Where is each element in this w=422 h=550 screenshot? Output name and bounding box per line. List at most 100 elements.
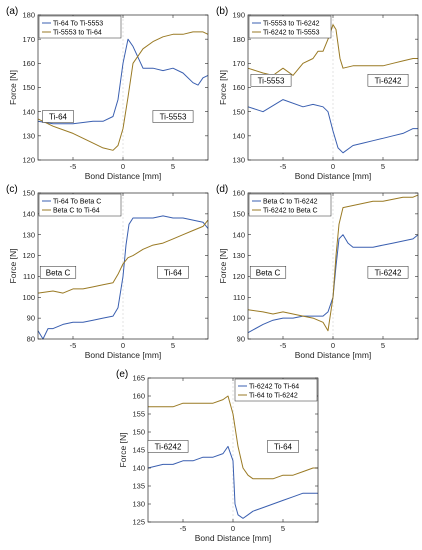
panel-2: (b) 130 140 150 160 170 180 190 -5 0 5 Bond Distanc… xyxy=(216,6,419,181)
legend-entry: Ti-6242 to Beta C xyxy=(263,207,318,214)
y-axis-label: Force [N] xyxy=(118,433,128,468)
y-tick-label: 125 xyxy=(132,518,145,527)
y-tick-label: 100 xyxy=(232,314,245,323)
y-tick-label: 140 xyxy=(232,131,245,140)
x-tick-label: 5 xyxy=(381,341,385,350)
y-axis-label: Force [N] xyxy=(8,70,18,105)
y-tick-label: 130 xyxy=(232,251,245,260)
panel-label: (a) xyxy=(6,6,18,17)
material-label-box xyxy=(147,440,189,453)
y-tick-label: 170 xyxy=(22,35,35,44)
x-tick-label: 0 xyxy=(331,341,335,350)
material-label-1: Beta C xyxy=(256,268,281,277)
x-tick-label: 5 xyxy=(381,162,385,171)
material-label-1: Ti-64 xyxy=(49,113,67,122)
x-axis-label: Bond Distance [mm] xyxy=(85,171,162,181)
y-tick-label: 145 xyxy=(132,446,145,455)
material-label-1: Ti-5553 xyxy=(258,76,285,85)
series-line-1 xyxy=(37,38,209,125)
series-line-1 xyxy=(147,445,318,519)
y-tick-label: 180 xyxy=(232,35,245,44)
y-axis-label: Force [N] xyxy=(218,249,228,284)
panel-label: (c) xyxy=(6,184,18,195)
legend-entry: Ti-6242 to Ti-5553 xyxy=(263,29,320,36)
y-tick-label: 80 xyxy=(27,335,35,344)
x-tick-label: 5 xyxy=(281,524,285,533)
y-tick-label: 190 xyxy=(232,11,245,20)
y-tick-label: 120 xyxy=(22,156,35,165)
y-tick-label: 120 xyxy=(22,251,35,260)
y-tick-label: 130 xyxy=(22,131,35,140)
y-tick-label: 135 xyxy=(132,482,145,491)
y-tick-label: 150 xyxy=(22,83,35,92)
y-tick-label: 110 xyxy=(23,272,35,281)
panel-label: (d) xyxy=(216,184,228,195)
y-tick-label: 100 xyxy=(22,293,35,302)
x-tick-label: -5 xyxy=(70,341,77,350)
legend-entry: Ti-5553 to Ti-64 xyxy=(53,29,102,36)
x-tick-label: 0 xyxy=(231,524,235,533)
y-tick-label: 180 xyxy=(22,11,35,20)
panel-label: (b) xyxy=(216,6,228,17)
material-label-2: Ti-64 xyxy=(164,268,182,277)
material-label-box xyxy=(249,266,287,279)
legend-entry: Ti-64 to Ti-6242 xyxy=(249,392,298,399)
legend-entry: Ti-64 To Ti-5553 xyxy=(53,20,103,27)
material-label-box xyxy=(42,110,74,123)
y-tick-label: 160 xyxy=(232,83,245,92)
y-tick-label: 130 xyxy=(232,156,245,165)
series-line-1 xyxy=(37,215,209,340)
panel-3: (c) 80 90 100 110 120 130 140 150 -5 0 5 Bond Distan… xyxy=(6,184,209,360)
panel-5: (e) 125 130 135 140 145 150 155 160 165 -5 0 5 Bond D… xyxy=(116,369,319,543)
y-tick-label: 130 xyxy=(132,500,145,509)
legend-box xyxy=(234,378,318,402)
y-tick-label: 140 xyxy=(22,107,35,116)
y-tick-label: 140 xyxy=(232,230,245,239)
y-tick-label: 160 xyxy=(232,189,245,198)
legend-box xyxy=(38,15,122,39)
y-tick-label: 110 xyxy=(233,293,245,302)
panel-label: (e) xyxy=(116,369,128,380)
x-axis-label: Bond Distance [mm] xyxy=(85,350,162,360)
y-tick-label: 155 xyxy=(132,410,145,419)
y-tick-label: 160 xyxy=(132,392,145,401)
x-tick-label: 5 xyxy=(171,162,175,171)
x-tick-label: -5 xyxy=(280,341,287,350)
material-label-1: Beta C xyxy=(46,268,71,277)
x-axis-label: Bond Distance [mm] xyxy=(295,171,372,181)
x-tick-label: 5 xyxy=(171,341,175,350)
panel-4: (d) 90 100 110 120 130 140 150 160 -5 0 5 Bond Dista… xyxy=(216,184,419,360)
material-label-box xyxy=(152,110,194,123)
material-label-1: Ti-6242 xyxy=(155,442,182,451)
series-line-2 xyxy=(148,395,318,480)
x-axis-label: Bond Distance [mm] xyxy=(195,533,272,543)
y-tick-label: 140 xyxy=(132,464,145,473)
x-tick-label: 0 xyxy=(121,162,125,171)
material-label-box xyxy=(367,74,409,87)
legend-box xyxy=(248,15,332,39)
material-label-box xyxy=(157,266,189,279)
legend-entry: Ti-64 To Beta C xyxy=(53,198,101,205)
y-tick-label: 170 xyxy=(232,59,245,68)
series-line-2 xyxy=(37,219,209,294)
y-axis-label: Force [N] xyxy=(218,70,228,105)
y-tick-label: 90 xyxy=(27,314,35,323)
material-label-box xyxy=(39,266,77,279)
legend-entry: Ti-5553 to Ti-6242 xyxy=(263,20,320,27)
y-tick-label: 140 xyxy=(22,209,35,218)
y-tick-label: 150 xyxy=(132,428,145,437)
x-axis-label: Bond Distance [mm] xyxy=(295,350,372,360)
material-label-2: Ti-64 xyxy=(274,442,292,451)
series-line-2 xyxy=(247,194,419,332)
y-axis-label: Force [N] xyxy=(8,249,18,284)
material-label-box xyxy=(267,440,299,453)
material-label-2: Ti-6242 xyxy=(375,268,402,277)
y-tick-label: 120 xyxy=(232,272,245,281)
legend-entry: Beta C to Ti-6242 xyxy=(263,198,318,205)
panel-1: (a) 120 130 140 150 160 170 180 -5 0 5 Bond Distanc… xyxy=(6,6,209,181)
legend-box xyxy=(248,193,332,217)
y-tick-label: 150 xyxy=(232,209,245,218)
x-tick-label: 0 xyxy=(121,341,125,350)
y-tick-label: 150 xyxy=(22,189,35,198)
